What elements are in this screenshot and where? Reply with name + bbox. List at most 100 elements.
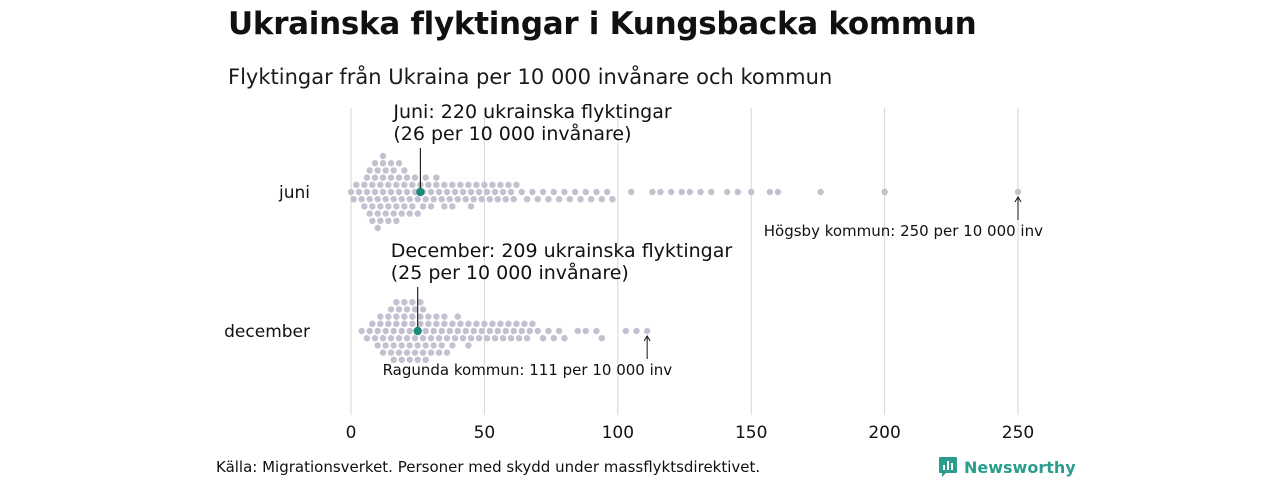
data-point	[425, 181, 432, 188]
data-point	[678, 188, 686, 196]
data-point	[817, 188, 824, 196]
data-point	[561, 335, 568, 342]
data-point	[401, 203, 408, 210]
data-point	[393, 217, 400, 224]
x-tick-label: 100	[602, 423, 634, 443]
data-point	[491, 188, 499, 196]
data-point	[470, 196, 477, 203]
data-point	[369, 181, 376, 188]
data-point	[435, 349, 443, 356]
data-point	[369, 203, 376, 210]
highlight-label-line2: (26 per 10 000 invånare)	[393, 122, 631, 145]
data-point	[459, 335, 467, 342]
data-point	[545, 196, 552, 203]
data-point	[393, 320, 400, 327]
data-point	[582, 188, 589, 196]
data-point	[377, 181, 384, 188]
data-point	[398, 356, 405, 363]
data-point	[401, 313, 408, 320]
data-point	[521, 320, 528, 327]
data-point	[577, 196, 584, 203]
data-point	[467, 203, 475, 210]
data-point	[350, 196, 357, 203]
data-point	[374, 210, 381, 217]
data-point	[387, 349, 395, 356]
data-point	[395, 160, 403, 167]
data-point	[385, 320, 392, 327]
data-point	[478, 327, 485, 335]
data-point	[550, 335, 557, 342]
data-point	[382, 327, 389, 335]
data-point	[382, 210, 389, 217]
data-point	[401, 320, 408, 327]
x-tick-label: 50	[474, 423, 496, 443]
extreme-label: Ragunda kommun: 111 per 10 000 inv	[383, 361, 673, 379]
data-point	[748, 188, 755, 196]
data-point	[366, 196, 373, 203]
data-point	[385, 181, 392, 188]
data-point	[379, 188, 387, 196]
data-point	[441, 181, 448, 188]
data-point	[390, 196, 397, 203]
data-point	[425, 313, 432, 320]
data-point	[667, 188, 675, 196]
data-point	[449, 320, 456, 327]
data-point	[387, 306, 395, 313]
data-point	[598, 196, 605, 203]
data-point	[419, 335, 427, 342]
data-point	[443, 335, 451, 342]
data-point	[473, 320, 480, 327]
data-point	[358, 327, 365, 335]
x-tick-label: 150	[735, 423, 767, 443]
data-point	[366, 327, 373, 335]
data-point	[657, 188, 664, 196]
data-point	[433, 174, 440, 181]
data-point	[366, 167, 373, 174]
data-point	[475, 335, 483, 342]
data-point	[446, 196, 453, 203]
data-point	[454, 196, 461, 203]
data-point	[571, 188, 579, 196]
data-point	[403, 188, 411, 196]
highlight-label-line1: December: 209 ukrainska flyktingar	[391, 240, 733, 262]
data-point	[393, 181, 400, 188]
data-point	[395, 174, 403, 181]
data-point	[403, 174, 411, 181]
data-point	[515, 335, 523, 342]
data-point	[633, 327, 640, 335]
data-point	[390, 167, 397, 174]
data-point	[387, 160, 395, 167]
data-point	[465, 342, 472, 349]
data-point	[382, 196, 389, 203]
data-point	[374, 342, 381, 349]
data-point	[697, 188, 704, 196]
data-point	[390, 327, 397, 335]
data-point	[425, 320, 432, 327]
data-point	[409, 313, 416, 320]
data-point	[774, 188, 782, 196]
data-point	[449, 203, 456, 210]
data-point	[513, 181, 520, 188]
data-point	[414, 356, 421, 363]
data-point	[395, 188, 403, 196]
data-point	[582, 327, 589, 335]
data-point	[427, 335, 435, 342]
data-point	[481, 320, 488, 327]
data-point	[603, 188, 611, 196]
data-point	[449, 342, 456, 349]
data-point	[593, 188, 600, 196]
data-point	[414, 196, 421, 203]
brand-logo[interactable]: Newsworthy	[938, 456, 1076, 478]
data-point	[446, 327, 453, 335]
data-point	[1014, 188, 1022, 196]
data-point	[406, 210, 413, 217]
data-point	[507, 188, 515, 196]
data-point	[387, 174, 395, 181]
data-point	[371, 335, 379, 342]
data-point	[518, 188, 525, 196]
data-point	[419, 203, 427, 210]
data-point	[382, 167, 389, 174]
data-point	[393, 203, 400, 210]
highlight-point	[413, 326, 422, 336]
data-point	[470, 327, 477, 335]
